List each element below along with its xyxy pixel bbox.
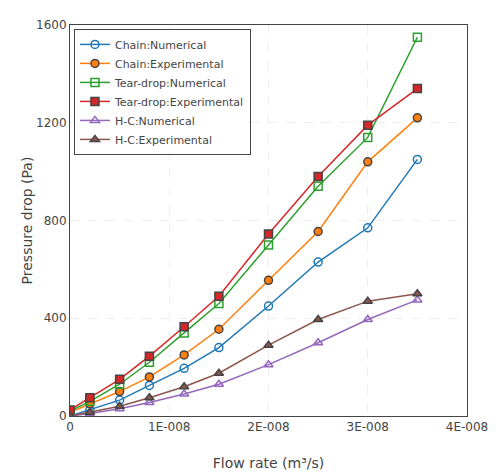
svg-text:800: 800 bbox=[44, 214, 67, 228]
svg-text:H-C:Experimental: H-C:Experimental bbox=[115, 134, 212, 147]
svg-text:Pressure drop (Pa): Pressure drop (Pa) bbox=[19, 157, 35, 285]
svg-text:1600: 1600 bbox=[36, 18, 67, 32]
svg-text:0: 0 bbox=[59, 409, 67, 423]
svg-text:1E-008: 1E-008 bbox=[148, 420, 190, 434]
svg-text:Chain:Numerical: Chain:Numerical bbox=[115, 39, 206, 52]
svg-text:Flow rate (m³/s): Flow rate (m³/s) bbox=[213, 455, 324, 471]
svg-text:4E-008: 4E-008 bbox=[446, 420, 488, 434]
svg-text:1200: 1200 bbox=[36, 116, 67, 130]
svg-text:2E-008: 2E-008 bbox=[247, 420, 289, 434]
svg-text:Chain:Experimental: Chain:Experimental bbox=[115, 58, 223, 71]
svg-text:H-C:Numerical: H-C:Numerical bbox=[115, 115, 195, 128]
svg-text:Tear-drop:Numerical: Tear-drop:Numerical bbox=[114, 77, 226, 90]
svg-text:0: 0 bbox=[66, 420, 74, 434]
svg-text:3E-008: 3E-008 bbox=[347, 420, 389, 434]
svg-text:Tear-drop:Experimental: Tear-drop:Experimental bbox=[114, 96, 243, 109]
svg-text:400: 400 bbox=[44, 311, 67, 325]
